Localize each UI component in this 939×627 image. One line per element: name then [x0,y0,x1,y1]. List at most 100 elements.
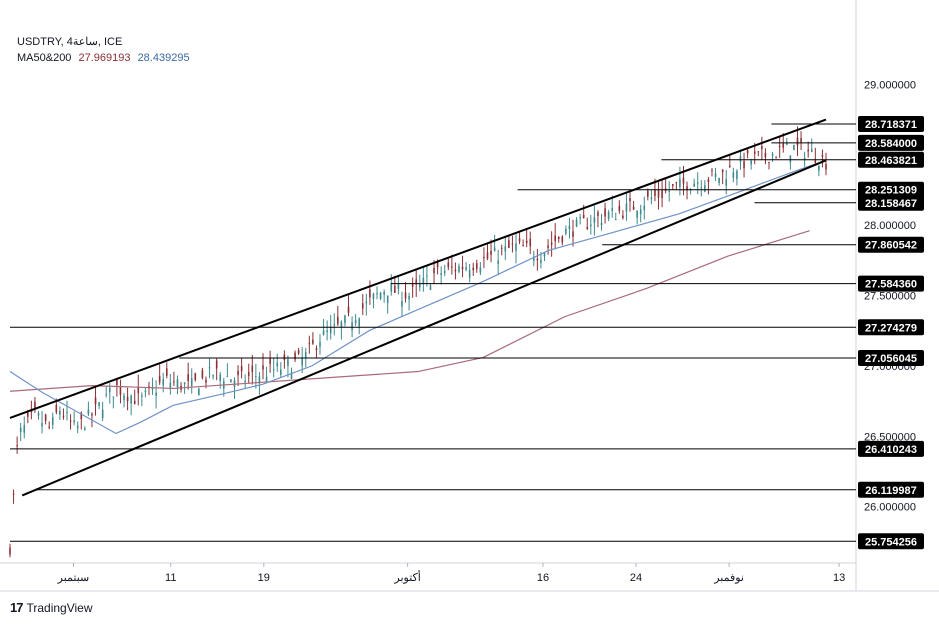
candle [750,158,752,170]
candle-body [807,149,809,152]
candle [51,412,54,430]
candle-body [372,293,375,300]
candle-body [16,445,18,447]
candle [796,126,799,156]
candle-body [369,289,371,298]
candle-body [344,315,346,324]
candle [447,258,450,271]
candle [123,392,125,408]
candle [597,210,599,228]
candle [361,294,364,315]
symbol-title[interactable]: USDTRY, 4ساعة, ICE [17,36,123,48]
candle [383,289,385,303]
candle [711,168,713,177]
candle-body [525,240,528,244]
y-tick-label: 29.000000 [864,79,916,91]
candle-body [37,412,40,416]
candle [639,204,642,223]
candle [198,387,200,396]
candle-body [297,350,300,354]
candle-body [486,252,489,259]
candle [108,383,111,404]
candle [219,371,222,389]
candle-body [183,382,186,385]
candle [461,255,464,278]
candle [743,152,745,178]
candle [119,379,122,404]
candle-body [778,145,781,148]
candle [732,167,735,183]
candle [41,411,43,434]
candle [66,400,68,421]
candle-body [205,379,207,383]
candle-body [265,376,268,382]
candle-body [144,390,147,393]
candle [582,204,585,219]
x-tick-label: أكتوبر [393,570,420,584]
candle-body [771,153,774,156]
candle-body [379,292,382,300]
candle-body [803,157,806,161]
candle-body [518,238,521,242]
candle [679,166,681,196]
candle [133,389,136,405]
candle-body [796,137,799,146]
candle-body [461,266,464,270]
candle-body [700,187,703,189]
ma200-line [9,230,810,392]
candle-body [290,372,293,379]
candle-body [244,380,246,383]
candle [101,401,104,421]
candle [475,259,478,273]
tradingview-footer[interactable]: 17 TradingView [10,600,93,615]
candle-body [116,378,118,386]
candle-body [696,182,699,184]
candle-body [397,283,400,289]
candle-body [590,224,592,227]
candle-body [173,381,175,383]
candle [422,266,425,292]
candle-body [212,375,214,377]
candle [12,489,15,504]
candle [205,376,207,389]
candle-body [133,400,136,404]
candle-body [818,165,820,171]
candle-body [66,411,68,413]
candle [183,381,186,394]
candle [664,177,667,194]
candle [547,239,549,255]
candle [158,364,161,385]
candle-body [572,231,574,237]
candle [739,149,742,170]
candle-body [561,236,564,243]
candle [775,156,777,159]
candle [262,353,264,380]
candle [169,374,172,395]
candle [276,353,279,372]
candle-body [247,372,250,376]
candle [536,249,539,271]
candle-body [671,183,674,186]
x-tick-label: 16 [537,572,549,584]
candle-body [565,228,567,234]
candle [165,362,168,379]
candle-body [465,267,467,270]
candle [112,396,115,409]
candle [500,244,503,256]
candle-body [126,396,129,402]
candle [486,243,489,261]
candle-body [208,367,211,369]
candle-body [497,260,499,264]
candle-body [84,428,86,430]
candle-body [814,160,817,164]
ma-legend[interactable]: MA50&200 27.969193 28.439295 [17,52,194,64]
candle [415,269,418,297]
candle [718,177,720,186]
candle-body [422,277,425,284]
candle-body [451,266,453,268]
candle [468,264,471,283]
tradingview-brand: TradingView [26,600,93,615]
candle [394,275,396,293]
candle [700,180,703,197]
